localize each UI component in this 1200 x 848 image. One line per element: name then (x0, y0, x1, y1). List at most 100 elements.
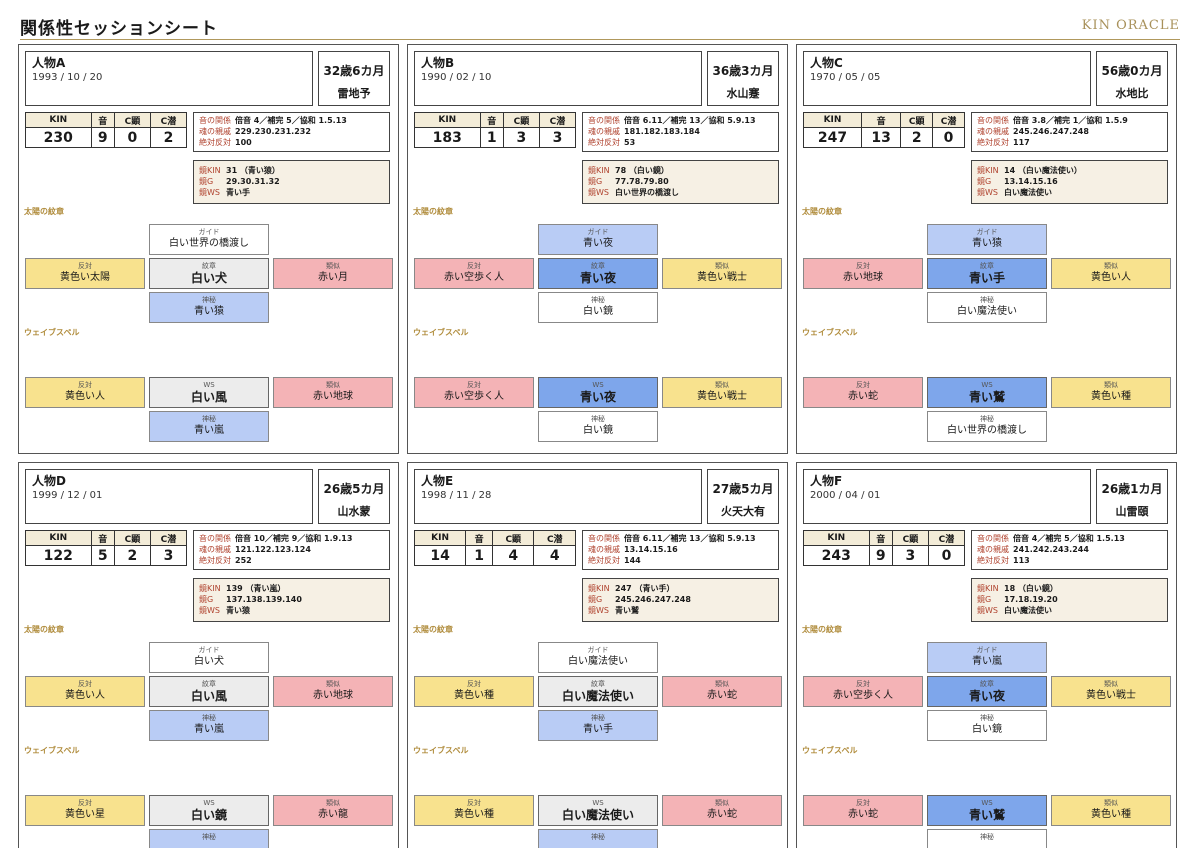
sun-ruiji-cell[interactable]: 類似 黄色い戦士 (662, 258, 782, 289)
sun-guide-label: ガイド (976, 228, 998, 236)
ws-center-value: 青い鷲 (968, 390, 1005, 404)
person-name: 人物A (32, 56, 66, 70)
c-sen-value: 2 (149, 127, 188, 148)
c-ken-header: C顕 (113, 112, 151, 128)
mirror-kin-label: 鏡KIN (977, 166, 999, 175)
c-ken-value: 4 (491, 545, 535, 566)
hexagram-value: 水山蹇 (726, 87, 760, 100)
sun-guide-label: ガイド (976, 646, 998, 654)
person-name-box: 人物C 1970 / 05 / 05 (803, 51, 1091, 106)
ws-hantai-cell[interactable]: 反対 黄色い種 (414, 795, 534, 826)
soul-family-label: 魂の親戚 (977, 127, 1009, 136)
sun-shinpi-cell[interactable]: 神秘 青い猿 (149, 292, 269, 323)
sun-ruiji-cell[interactable]: 類似 黄色い人 (1051, 258, 1171, 289)
sun-center-cell[interactable]: 紋章 青い夜 (927, 676, 1047, 707)
sun-hantai-value: 赤い空歩く人 (833, 690, 893, 701)
brand-label: KIN ORACLE (1081, 18, 1180, 33)
sun-guide-cell[interactable]: ガイド 白い犬 (149, 642, 269, 673)
ws-shinpi-cell[interactable]: 神秘 青い嵐 (149, 411, 269, 442)
ws-center-cell[interactable]: WS 白い風 (149, 377, 269, 408)
kin-table: KIN 音 C顕 C潜 183 1 3 3 (414, 112, 577, 148)
soul-family-label: 魂の親戚 (588, 545, 620, 554)
sun-hantai-cell[interactable]: 反対 黄色い人 (25, 676, 145, 707)
ws-shinpi-cell[interactable]: 神秘 (538, 829, 658, 848)
sun-hantai-cell[interactable]: 反対 赤い空歩く人 (803, 676, 923, 707)
soul-family-value: 181.182.183.184 (624, 127, 700, 136)
sun-ruiji-value: 赤い地球 (313, 690, 353, 701)
sun-center-label: 紋章 (202, 680, 216, 688)
mirror-box: 鏡KIN 247 （青い手） 鏡G 245.246.247.248 鏡WS 青い鷲 (582, 578, 779, 622)
ws-ruiji-cell[interactable]: 類似 黄色い種 (1051, 377, 1171, 408)
ws-hantai-cell[interactable]: 反対 赤い蛇 (803, 377, 923, 408)
sun-center-cell[interactable]: 紋章 白い風 (149, 676, 269, 707)
sun-shinpi-cell[interactable]: 神秘 青い嵐 (149, 710, 269, 741)
mirror-kin-value: 31 （青い猿） (226, 166, 280, 175)
sun-hantai-cell[interactable]: 反対 赤い空歩く人 (414, 258, 534, 289)
sun-guide-cell[interactable]: ガイド 青い嵐 (927, 642, 1047, 673)
sun-hantai-cell[interactable]: 反対 黄色い種 (414, 676, 534, 707)
mirror-ws-label: 鏡WS (199, 188, 220, 197)
kin-header: KIN (803, 530, 870, 546)
sun-guide-cell[interactable]: ガイド 白い世界の橋渡し (149, 224, 269, 255)
sun-shinpi-cell[interactable]: 神秘 白い魔法使い (927, 292, 1047, 323)
ws-hantai-cell[interactable]: 反対 赤い空歩く人 (414, 377, 534, 408)
sun-hantai-label: 反対 (78, 262, 92, 270)
kin-value: 183 (414, 127, 481, 148)
ws-center-cell[interactable]: WS 白い鏡 (149, 795, 269, 826)
c-sen-header: C潜 (538, 112, 577, 128)
ws-center-label: WS (203, 799, 215, 807)
sun-ruiji-cell[interactable]: 類似 赤い地球 (273, 676, 393, 707)
age-value: 27歳5カ月 (712, 482, 774, 496)
person-name: 人物D (32, 474, 66, 488)
sun-guide-cell[interactable]: ガイド 青い猿 (927, 224, 1047, 255)
ws-ruiji-cell[interactable]: 類似 黄色い戦士 (662, 377, 782, 408)
sun-shinpi-cell[interactable]: 神秘 白い鏡 (927, 710, 1047, 741)
ws-center-cell[interactable]: WS 白い魔法使い (538, 795, 658, 826)
ws-center-cell[interactable]: WS 青い夜 (538, 377, 658, 408)
absolute-opposite-label: 絶対反対 (977, 138, 1009, 147)
ws-ruiji-cell[interactable]: 類似 赤い地球 (273, 377, 393, 408)
sun-hantai-label: 反対 (78, 680, 92, 688)
sun-center-cell[interactable]: 紋章 白い魔法使い (538, 676, 658, 707)
ws-ruiji-cell[interactable]: 類似 赤い蛇 (662, 795, 782, 826)
sun-hantai-cell[interactable]: 反対 赤い地球 (803, 258, 923, 289)
sun-ruiji-cell[interactable]: 類似 黄色い戦士 (1051, 676, 1171, 707)
ws-ruiji-label: 類似 (1104, 799, 1118, 807)
sun-shinpi-cell[interactable]: 神秘 白い鏡 (538, 292, 658, 323)
sun-guide-cell[interactable]: ガイド 青い夜 (538, 224, 658, 255)
sun-center-cell[interactable]: 紋章 青い手 (927, 258, 1047, 289)
oto-relation-value: 倍音 10／補完 9／協和 1.9.13 (235, 534, 353, 543)
sun-hantai-value: 黄色い種 (454, 690, 494, 701)
sun-ruiji-cell[interactable]: 類似 赤い蛇 (662, 676, 782, 707)
sun-shinpi-label: 神秘 (202, 714, 216, 722)
mirror-g-value: 137.138.139.140 (226, 595, 302, 604)
ws-hantai-cell[interactable]: 反対 黄色い星 (25, 795, 145, 826)
oto-header: 音 (868, 530, 893, 546)
age-box: 36歳3カ月 水山蹇 (707, 51, 779, 106)
ws-shinpi-cell[interactable]: 神秘 (149, 829, 269, 848)
sun-hantai-cell[interactable]: 反対 黄色い太陽 (25, 258, 145, 289)
ws-center-value: 青い鷲 (968, 808, 1005, 822)
ws-center-cell[interactable]: WS 青い鷲 (927, 795, 1047, 826)
ws-ruiji-cell[interactable]: 類似 赤い龍 (273, 795, 393, 826)
ws-shinpi-cell[interactable]: 神秘 白い鏡 (538, 411, 658, 442)
ws-section-label: ウェイブスペル (413, 328, 469, 337)
sun-center-cell[interactable]: 紋章 白い犬 (149, 258, 269, 289)
mirror-g-value: 245.246.247.248 (615, 595, 691, 604)
ws-hantai-cell[interactable]: 反対 赤い蛇 (803, 795, 923, 826)
ws-section-label: ウェイブスペル (802, 746, 858, 755)
sun-shinpi-cell[interactable]: 神秘 青い手 (538, 710, 658, 741)
mirror-g-label: 鏡G (977, 595, 992, 604)
relation-box: 音の関係 倍音 6.11／補完 13／協和 5.9.13 魂の親戚 181.182.… (582, 112, 779, 152)
sun-center-cell[interactable]: 紋章 青い夜 (538, 258, 658, 289)
ws-shinpi-cell[interactable]: 神秘 白い世界の橋渡し (927, 411, 1047, 442)
ws-hantai-cell[interactable]: 反対 黄色い人 (25, 377, 145, 408)
ws-shinpi-cell[interactable]: 神秘 (927, 829, 1047, 848)
ws-ruiji-value: 赤い龍 (318, 809, 348, 820)
ws-center-cell[interactable]: WS 青い鷲 (927, 377, 1047, 408)
mirror-ws-value: 青い猿 (226, 606, 250, 615)
ws-ruiji-cell[interactable]: 類似 黄色い種 (1051, 795, 1171, 826)
sun-guide-cell[interactable]: ガイド 白い魔法使い (538, 642, 658, 673)
mirror-ws-label: 鏡WS (977, 606, 998, 615)
sun-ruiji-cell[interactable]: 類似 赤い月 (273, 258, 393, 289)
